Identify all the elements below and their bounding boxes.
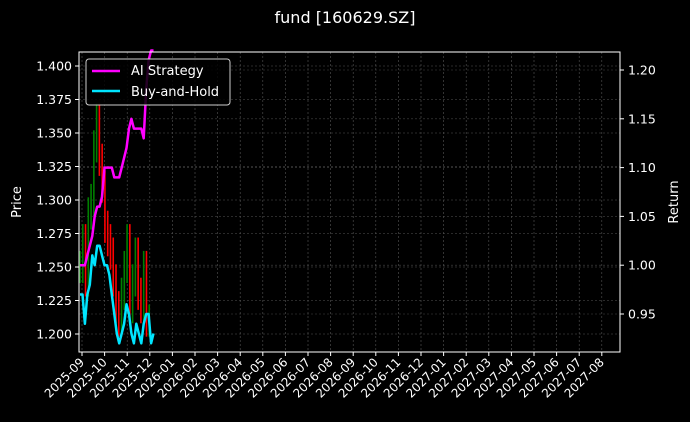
left-y-axis: 1.200 1.225 1.250 1.275 1.300 1.325 1.350 1.375… [36, 59, 79, 342]
x-axis: 2025-092025-102025-112025-122026-012026-… [42, 352, 607, 401]
svg-text:0.95: 0.95 [628, 307, 656, 322]
svg-text:1.275: 1.275 [36, 226, 72, 241]
price-candles [79, 103, 151, 337]
svg-text:1.200: 1.200 [36, 327, 72, 342]
svg-text:1.350: 1.350 [36, 126, 72, 141]
grid-lines [79, 52, 620, 352]
y-axis-right-label: Return [667, 180, 682, 223]
svg-text:1.00: 1.00 [628, 258, 656, 273]
svg-text:1.375: 1.375 [36, 92, 72, 107]
svg-text:1.400: 1.400 [36, 59, 72, 74]
svg-text:1.05: 1.05 [628, 209, 656, 224]
svg-text:1.10: 1.10 [628, 160, 656, 175]
series-lines [80, 49, 155, 345]
legend-label-bh: Buy-and-Hold [131, 85, 219, 100]
svg-text:1.15: 1.15 [628, 111, 656, 126]
svg-text:1.325: 1.325 [36, 159, 72, 174]
y-axis-label: Price [10, 186, 25, 218]
svg-text:1.20: 1.20 [628, 63, 656, 78]
legend-label-ai: AI Strategy [131, 64, 204, 79]
svg-text:1.250: 1.250 [36, 260, 72, 275]
chart-title: fund [160629.SZ] [274, 8, 416, 27]
svg-text:1.300: 1.300 [36, 193, 72, 208]
legend: AI Strategy Buy-and-Hold [85, 58, 231, 106]
svg-text:1.225: 1.225 [36, 293, 72, 308]
plot-frame [78, 51, 621, 353]
right-y-axis: 0.95 1.00 1.05 1.10 1.15 1.20 [620, 63, 656, 322]
